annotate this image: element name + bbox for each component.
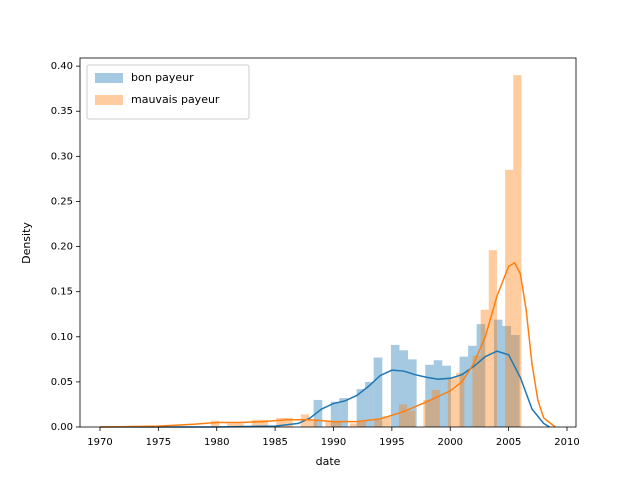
- histogram-bar: [502, 325, 511, 427]
- x-tick-label: 1990: [321, 437, 346, 448]
- histogram-bar: [425, 364, 434, 427]
- histogram-bar: [510, 334, 520, 427]
- y-tick-label: 0.10: [51, 332, 73, 343]
- histogram-bar: [476, 324, 486, 427]
- histogram-bar: [210, 420, 220, 427]
- y-tick-label: 0.35: [51, 106, 73, 117]
- kde-line: [99, 350, 550, 428]
- histogram-bar: [356, 389, 366, 427]
- legend-label: mauvais payeur: [131, 93, 220, 106]
- plot-frame: [79, 57, 577, 428]
- histogram-bar: [493, 319, 503, 427]
- histogram-bar: [456, 372, 465, 427]
- y-tick-label: 0.25: [51, 196, 73, 207]
- x-tick-label: 1985: [262, 437, 287, 448]
- histogram-bar: [472, 355, 481, 427]
- x-axis-label: date: [316, 455, 341, 468]
- histogram-bar: [325, 421, 334, 427]
- x-tick-label: 1995: [379, 437, 404, 448]
- histogram-bar: [313, 399, 323, 427]
- histogram-bar: [398, 404, 408, 427]
- histogram-bar: [373, 357, 383, 427]
- histogram-bar: [259, 419, 269, 427]
- y-tick-label: 0.30: [51, 151, 73, 162]
- kde-line: [99, 261, 556, 428]
- histogram-bar: [390, 344, 400, 427]
- histogram-bar: [349, 423, 359, 427]
- histogram-bar: [513, 75, 522, 427]
- histogram-bar: [423, 399, 432, 427]
- legend-label: bon payeur: [131, 71, 194, 84]
- histogram-bar: [227, 423, 236, 427]
- histogram-bar: [505, 169, 514, 427]
- histogram-bar: [480, 309, 489, 427]
- histogram-bar: [447, 377, 457, 427]
- x-tick-label: 2000: [438, 437, 463, 448]
- histogram-bar: [407, 359, 417, 427]
- histogram-bar: [382, 416, 391, 427]
- histogram-bar: [442, 365, 451, 427]
- x-tick-label: 1975: [146, 437, 171, 448]
- histogram-bar: [459, 356, 469, 427]
- histogram-bar: [284, 417, 293, 427]
- histogram-bar: [407, 410, 416, 427]
- histogram-bar: [374, 419, 383, 427]
- y-tick-label: 0.40: [51, 61, 73, 72]
- x-tick-label: 1970: [87, 437, 112, 448]
- histogram-bar: [399, 350, 408, 427]
- x-tick-label: 2005: [496, 437, 521, 448]
- histogram-bar: [358, 421, 367, 427]
- histogram-bar: [468, 345, 477, 427]
- x-tick-label: 2010: [554, 437, 579, 448]
- histogram-bar: [330, 401, 340, 427]
- x-tick-label: 1980: [204, 437, 229, 448]
- legend-swatch: [95, 95, 123, 105]
- y-tick-label: 0.15: [51, 287, 73, 298]
- histogram-bar: [339, 398, 348, 427]
- histogram-bar: [433, 360, 443, 427]
- histogram-bar: [251, 419, 260, 427]
- histogram-bar: [235, 423, 244, 427]
- y-axis-label: Density: [20, 222, 33, 264]
- histogram-bar: [431, 390, 440, 427]
- histogram-bar: [276, 417, 285, 427]
- y-tick-label: 0.00: [51, 422, 73, 433]
- legend-box: [86, 64, 250, 120]
- histogram-bar: [488, 250, 497, 427]
- histogram-bar: [365, 381, 374, 427]
- histogram-bar: [308, 419, 318, 427]
- y-tick-label: 0.05: [51, 377, 73, 388]
- histogram-bar: [333, 421, 342, 427]
- legend-swatch: [95, 73, 123, 83]
- y-tick-label: 0.20: [51, 242, 73, 253]
